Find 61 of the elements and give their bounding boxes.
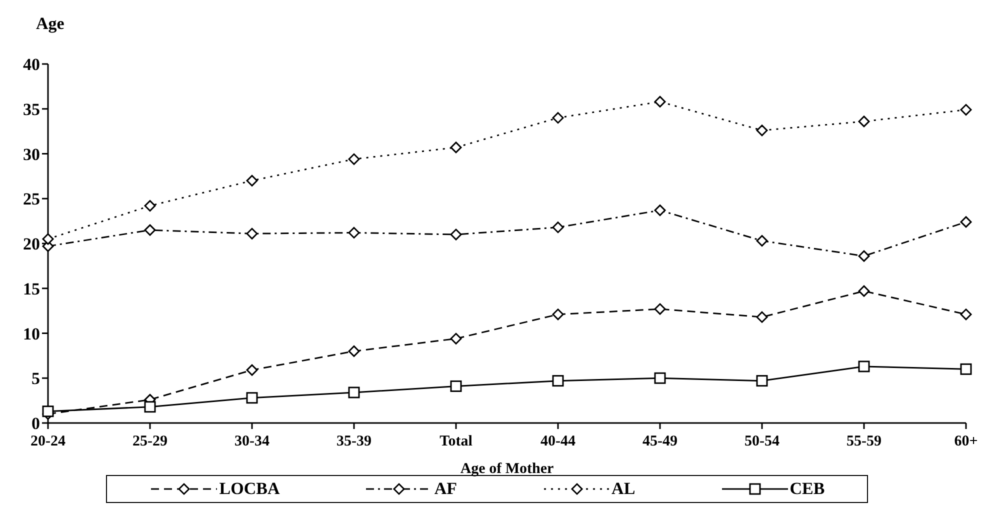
point	[246, 174, 258, 186]
y-tick-label: 0	[32, 414, 40, 434]
y-tick-label: 30	[23, 144, 40, 164]
point	[960, 216, 972, 228]
point	[450, 228, 462, 240]
y-tick-label: 10	[23, 324, 40, 344]
point	[756, 235, 768, 247]
point	[654, 372, 666, 384]
x-tick-label: 45-49	[642, 434, 678, 450]
legend-label: AF	[434, 479, 457, 499]
point	[858, 116, 870, 128]
y-tick-label: 5	[32, 369, 40, 388]
legend-label: CEB	[790, 479, 825, 499]
point	[960, 363, 972, 375]
point	[450, 332, 462, 344]
point	[450, 142, 462, 154]
x-axis-title: Age of Mother	[460, 461, 554, 477]
point	[246, 392, 258, 404]
y-tick-label: 20	[23, 234, 40, 254]
point	[960, 104, 972, 116]
point	[348, 226, 360, 238]
y-axis-title: Age	[36, 14, 64, 34]
point	[348, 153, 360, 165]
point	[552, 222, 564, 234]
point	[144, 401, 156, 413]
x-tick-label: 20-24	[30, 434, 66, 450]
point	[348, 345, 360, 357]
point	[756, 124, 768, 136]
point	[858, 360, 870, 372]
point	[246, 228, 258, 240]
point	[144, 200, 156, 212]
point	[246, 364, 258, 376]
point	[552, 112, 564, 124]
legend-label: LOCBA	[219, 479, 280, 499]
point	[960, 308, 972, 320]
x-tick-label: Total	[440, 434, 472, 450]
point	[756, 311, 768, 323]
point	[42, 406, 54, 418]
point	[756, 375, 768, 387]
point	[858, 285, 870, 297]
x-tick-label: 60+	[954, 434, 978, 450]
point	[450, 380, 462, 392]
point	[552, 375, 564, 387]
point	[42, 233, 54, 245]
y-tick-label: 15	[23, 279, 40, 298]
point	[348, 386, 360, 398]
point	[144, 224, 156, 236]
point	[654, 96, 666, 108]
point	[858, 250, 870, 262]
point	[552, 308, 564, 320]
x-tick-label: 40-44	[540, 434, 576, 450]
x-tick-label: 55-59	[846, 434, 882, 450]
legend-label: AL	[612, 479, 636, 499]
x-tick-label: 50-54	[744, 434, 780, 450]
y-tick-label: 25	[23, 190, 40, 209]
y-tick-label: 40	[23, 55, 40, 74]
x-tick-label: 35-39	[336, 434, 372, 450]
y-tick-label: 35	[23, 100, 40, 119]
point	[654, 204, 666, 216]
x-tick-label: 25-29	[132, 434, 168, 450]
x-tick-label: 30-34	[234, 434, 270, 450]
